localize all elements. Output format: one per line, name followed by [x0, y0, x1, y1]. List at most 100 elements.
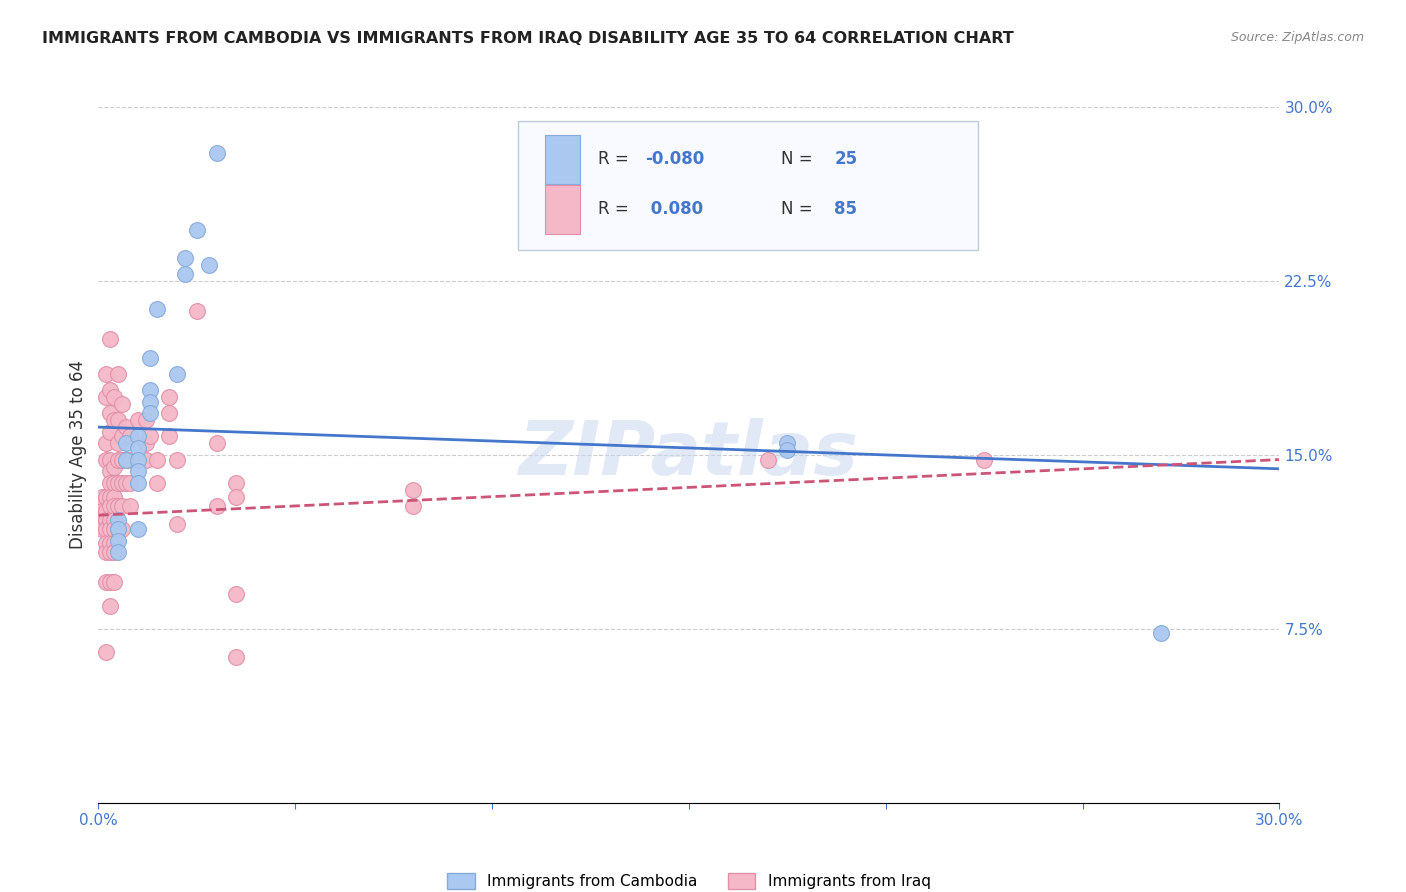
- Point: [98, 406, 121, 420]
- Point: [205, 499, 228, 513]
- Point: [225, 587, 247, 601]
- Point: [138, 406, 160, 420]
- Text: 85: 85: [834, 201, 858, 219]
- Point: [96, 645, 118, 659]
- Point: [127, 522, 149, 536]
- Point: [166, 452, 188, 467]
- Point: [166, 367, 188, 381]
- Point: [225, 475, 247, 490]
- Point: [157, 390, 180, 404]
- Point: [205, 436, 228, 450]
- Text: ZIPatlas: ZIPatlas: [519, 418, 859, 491]
- Point: [111, 522, 134, 536]
- Text: N =: N =: [782, 150, 818, 169]
- Text: N =: N =: [782, 201, 818, 219]
- Point: [756, 452, 779, 467]
- Point: [91, 522, 114, 536]
- Point: [157, 429, 180, 443]
- Text: R =: R =: [598, 201, 634, 219]
- Point: [111, 397, 134, 411]
- Text: 0.080: 0.080: [645, 201, 703, 219]
- Point: [96, 452, 118, 467]
- Text: IMMIGRANTS FROM CAMBODIA VS IMMIGRANTS FROM IRAQ DISABILITY AGE 35 TO 64 CORRELA: IMMIGRANTS FROM CAMBODIA VS IMMIGRANTS F…: [42, 31, 1014, 46]
- Point: [111, 499, 134, 513]
- Point: [96, 503, 118, 517]
- Point: [138, 383, 160, 397]
- Point: [103, 545, 125, 559]
- Point: [115, 475, 138, 490]
- FancyBboxPatch shape: [517, 121, 979, 250]
- Point: [146, 475, 169, 490]
- Point: [98, 425, 121, 439]
- Point: [127, 429, 149, 443]
- Bar: [546, 185, 581, 234]
- Point: [186, 223, 208, 237]
- Point: [402, 483, 425, 497]
- Point: [96, 513, 118, 527]
- Point: [402, 499, 425, 513]
- Text: Source: ZipAtlas.com: Source: ZipAtlas.com: [1230, 31, 1364, 45]
- Point: [135, 436, 157, 450]
- Point: [107, 499, 129, 513]
- Point: [96, 522, 118, 536]
- Point: [127, 452, 149, 467]
- Point: [98, 464, 121, 478]
- Point: [107, 522, 129, 536]
- Point: [135, 452, 157, 467]
- Point: [103, 536, 125, 550]
- Point: [98, 452, 121, 467]
- Point: [103, 390, 125, 404]
- Point: [197, 258, 219, 272]
- Point: [107, 452, 129, 467]
- Point: [107, 513, 129, 527]
- Point: [103, 513, 125, 527]
- Point: [107, 522, 129, 536]
- Point: [127, 452, 149, 467]
- Point: [118, 475, 141, 490]
- Point: [98, 522, 121, 536]
- Y-axis label: Disability Age 35 to 64: Disability Age 35 to 64: [69, 360, 87, 549]
- Point: [98, 499, 121, 513]
- Point: [98, 536, 121, 550]
- Point: [118, 499, 141, 513]
- Point: [98, 599, 121, 613]
- Point: [96, 367, 118, 381]
- Point: [103, 490, 125, 504]
- Point: [174, 251, 197, 265]
- Point: [127, 413, 149, 427]
- Point: [118, 452, 141, 467]
- Point: [98, 383, 121, 397]
- Point: [127, 475, 149, 490]
- Point: [111, 475, 134, 490]
- Text: -0.080: -0.080: [645, 150, 704, 169]
- Point: [138, 394, 160, 409]
- Point: [111, 429, 134, 443]
- Point: [174, 267, 197, 281]
- Point: [107, 545, 129, 559]
- Point: [96, 545, 118, 559]
- Point: [166, 517, 188, 532]
- Text: R =: R =: [598, 150, 634, 169]
- Point: [135, 413, 157, 427]
- Point: [111, 452, 134, 467]
- Point: [87, 499, 110, 513]
- Point: [96, 575, 118, 590]
- Point: [776, 436, 799, 450]
- Point: [127, 464, 149, 478]
- Point: [205, 146, 228, 161]
- Point: [103, 459, 125, 474]
- Point: [138, 429, 160, 443]
- Point: [157, 406, 180, 420]
- Point: [96, 436, 118, 450]
- Legend: Immigrants from Cambodia, Immigrants from Iraq: Immigrants from Cambodia, Immigrants fro…: [447, 873, 931, 889]
- Point: [98, 545, 121, 559]
- Point: [91, 503, 114, 517]
- Point: [115, 420, 138, 434]
- Point: [107, 533, 129, 548]
- Point: [776, 443, 799, 458]
- Point: [98, 475, 121, 490]
- Point: [98, 575, 121, 590]
- Point: [115, 452, 138, 467]
- Point: [1150, 626, 1173, 640]
- Point: [107, 436, 129, 450]
